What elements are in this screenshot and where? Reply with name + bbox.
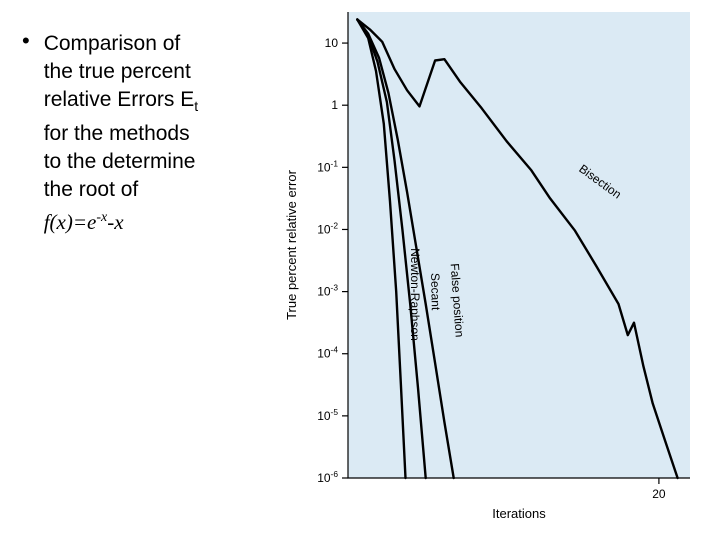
bullet-text: Comparison of the true percent relative … [44,30,198,237]
svg-text:20: 20 [652,487,666,501]
bullet-item: • Comparison of the true percent relativ… [22,30,282,237]
bullet-line: for the methods [44,122,190,145]
svg-text:10-3: 10-3 [317,283,338,299]
svg-text:True percent relative error: True percent relative error [284,169,299,319]
svg-text:10-2: 10-2 [317,220,338,236]
svg-text:10: 10 [325,36,339,50]
error-comparison-chart: 10 1 10-1 10-2 10-3 10-4 10-5 10-6 20 True percen… [280,6,700,526]
equation-sup: -x [96,210,107,225]
svg-text:1: 1 [331,98,338,112]
svg-text:10-6: 10-6 [317,469,338,485]
svg-text:Iterations: Iterations [492,506,546,521]
subscript: t [194,98,198,114]
equation-lhs: f(x)=e [44,210,97,234]
svg-text:Secant: Secant [428,273,443,311]
bullet-dot-icon: • [22,30,30,237]
svg-text:10-1: 10-1 [317,158,338,174]
svg-text:10-4: 10-4 [317,345,338,361]
bullet-line: Comparison of [44,32,181,55]
bullet-line: relative Errors E [44,88,195,111]
svg-text:Newton-Raphson: Newton-Raphson [408,248,422,341]
equation-rhs: -x [107,210,123,234]
svg-text:10-5: 10-5 [317,407,338,423]
bullet-line: to the determine [44,150,196,173]
bullet-line: the true percent [44,60,191,83]
bullet-line: the root of [44,178,139,201]
